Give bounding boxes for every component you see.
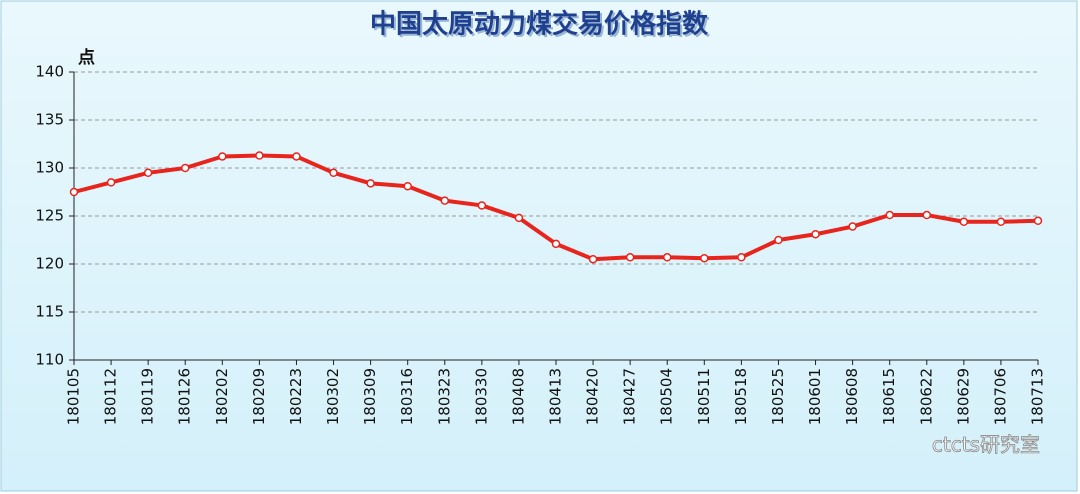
x-tick-label: 180713	[1029, 368, 1047, 425]
marker	[625, 253, 635, 262]
x-tick-label: 180309	[361, 368, 379, 425]
marker	[143, 168, 153, 178]
marker	[255, 151, 264, 160]
marker	[403, 181, 412, 191]
x-tick-label: 180518	[732, 368, 750, 425]
x-tick-label: 180504	[658, 368, 676, 425]
marker	[774, 235, 783, 245]
x-tick-label: 180105	[65, 368, 83, 425]
marker	[440, 196, 450, 205]
x-tick-label: 180119	[139, 368, 157, 425]
x-tick-label: 180608	[843, 368, 861, 425]
x-tick-label: 180223	[287, 368, 305, 425]
y-unit-label: 点	[78, 47, 95, 68]
marker	[996, 217, 1006, 227]
x-tick-label: 180511	[695, 368, 713, 425]
marker	[662, 253, 672, 262]
y-tick-label: 120	[35, 255, 64, 273]
marker	[218, 152, 227, 161]
x-tick-label: 180112	[102, 368, 120, 425]
marker	[366, 179, 375, 188]
marker	[922, 210, 932, 220]
title-shadow: 中国太原动力煤交易价格指数	[372, 11, 711, 42]
marker	[106, 178, 116, 187]
x-tick-label: 180601	[806, 368, 824, 425]
y-tick-label: 125	[35, 207, 64, 225]
marker	[180, 163, 190, 173]
y-tick-label: 115	[35, 303, 64, 321]
x-tick-label: 180413	[547, 368, 565, 425]
marker	[69, 187, 79, 197]
y-tick-label: 130	[35, 159, 64, 177]
x-tick-label: 180316	[398, 368, 416, 425]
x-tick-label: 180615	[880, 368, 898, 425]
y-tick-label: 135	[35, 111, 64, 129]
x-tick-label: 180209	[250, 368, 268, 425]
marker	[811, 229, 820, 239]
x-tick-label: 180302	[324, 368, 342, 425]
x-tick-label: 180420	[584, 368, 602, 425]
x-tick-label: 180427	[621, 368, 639, 425]
x-tick-label: 180408	[509, 368, 527, 425]
watermark: ctcts研究室	[932, 433, 1040, 457]
marker	[588, 254, 598, 264]
x-tick-label: 180126	[176, 368, 194, 425]
x-tick-label: 180706	[991, 368, 1009, 425]
x-tick-label: 180629	[954, 368, 972, 425]
x-tick-label: 180525	[769, 368, 787, 425]
marker	[514, 213, 524, 223]
marker	[737, 253, 746, 262]
marker	[292, 152, 301, 161]
marker	[848, 222, 857, 231]
marker	[885, 210, 894, 220]
x-tick-label: 180323	[435, 368, 453, 425]
marker	[1033, 216, 1043, 226]
y-tick-label: 110	[35, 351, 64, 369]
x-tick-label: 180202	[213, 368, 231, 425]
marker	[959, 217, 969, 227]
y-tick-label: 140	[35, 63, 64, 81]
chart-title: 中国太原动力煤交易价格指数	[370, 9, 709, 40]
marker	[551, 239, 561, 249]
x-tick-label: 180330	[472, 368, 490, 425]
marker	[329, 168, 338, 178]
marker	[700, 253, 709, 263]
marker	[477, 201, 487, 210]
x-tick-label: 180622	[917, 368, 935, 425]
